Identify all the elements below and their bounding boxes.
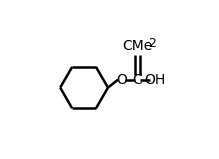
Text: CMe: CMe	[122, 39, 152, 53]
Text: 2: 2	[148, 37, 156, 50]
Text: C: C	[132, 73, 142, 87]
Text: O: O	[116, 73, 127, 87]
Text: OH: OH	[144, 73, 165, 87]
